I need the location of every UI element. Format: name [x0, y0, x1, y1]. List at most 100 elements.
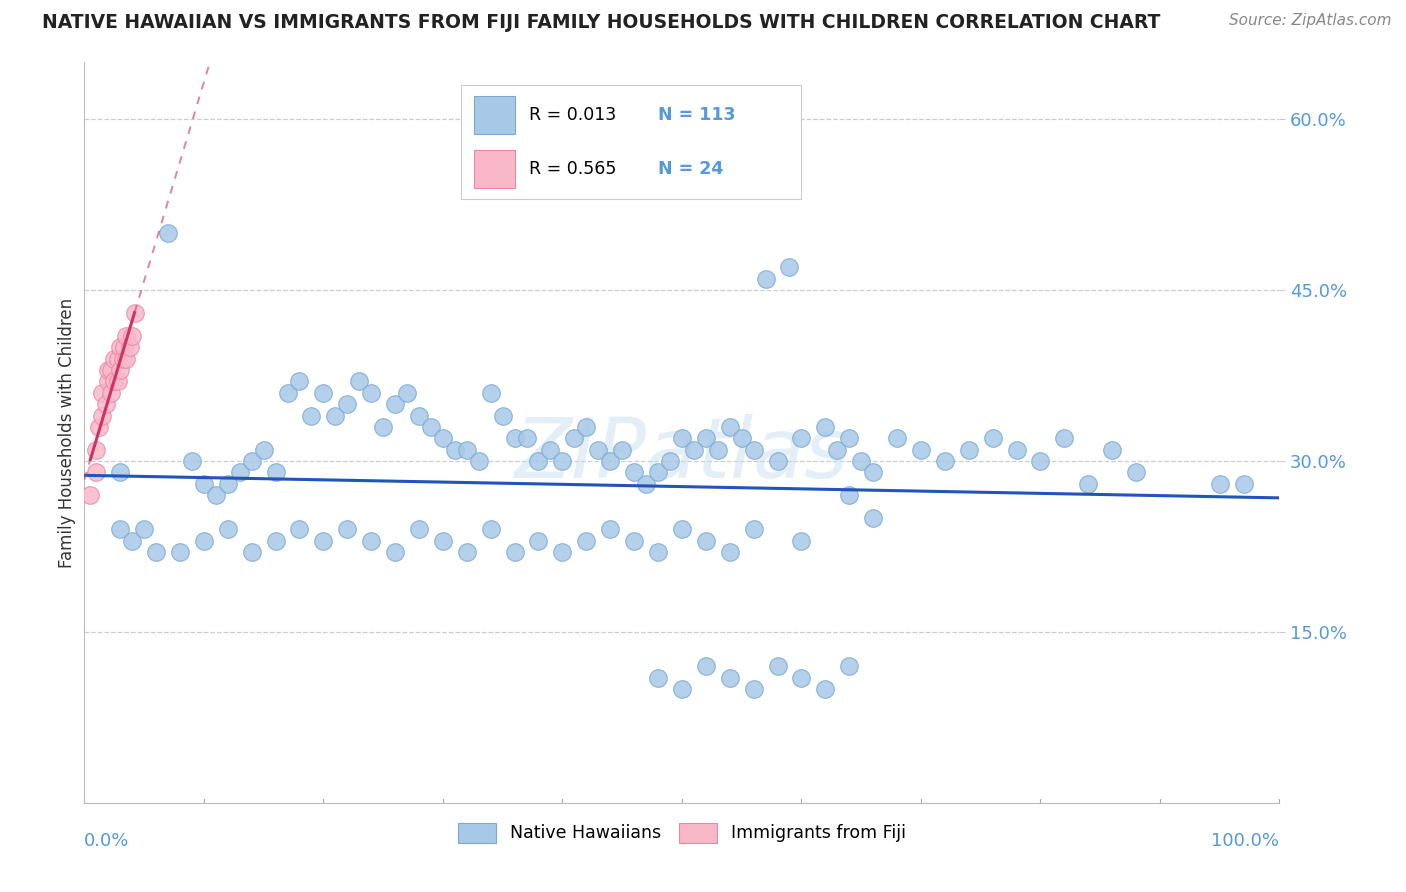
Point [647, 545, 669, 559]
Text: Source: ZipAtlas.com: Source: ZipAtlas.com [1229, 13, 1392, 29]
Point [253, 442, 276, 457]
Point [456, 442, 478, 457]
Point [814, 420, 837, 434]
Point [862, 466, 884, 480]
Point [838, 488, 860, 502]
Point [479, 523, 502, 537]
Point [671, 523, 693, 537]
Point [1125, 466, 1147, 480]
Point [1209, 476, 1232, 491]
Point [516, 431, 538, 445]
Point [217, 523, 239, 537]
Point [1233, 476, 1256, 491]
Point [107, 375, 129, 389]
Point [432, 533, 454, 548]
Point [636, 476, 658, 491]
Point [97, 375, 120, 389]
Point [1053, 431, 1076, 445]
Point [86, 466, 108, 480]
Point [814, 681, 837, 696]
Point [264, 533, 287, 548]
Point [742, 681, 765, 696]
Point [110, 523, 132, 537]
Point [564, 431, 586, 445]
Point [647, 671, 669, 685]
Point [115, 328, 138, 343]
Point [468, 454, 491, 468]
Point [779, 260, 801, 275]
Point [145, 545, 167, 559]
Point [790, 671, 813, 685]
Point [862, 511, 884, 525]
Point [336, 397, 359, 411]
Point [100, 363, 122, 377]
Point [647, 466, 669, 480]
Point [288, 375, 311, 389]
Point [456, 545, 478, 559]
Point [790, 533, 813, 548]
Point [103, 375, 125, 389]
Point [91, 385, 114, 400]
Point [373, 420, 395, 434]
Y-axis label: Family Households with Children: Family Households with Children [58, 298, 76, 567]
Point [420, 420, 443, 434]
Point [408, 523, 430, 537]
Point [100, 385, 122, 400]
Point [599, 454, 621, 468]
Point [718, 671, 741, 685]
Point [742, 523, 765, 537]
Point [1101, 442, 1123, 457]
Point [683, 442, 706, 457]
Point [838, 659, 860, 673]
Point [396, 385, 419, 400]
Point [181, 454, 204, 468]
Legend: Native Hawaiians, Immigrants from Fiji: Native Hawaiians, Immigrants from Fiji [451, 815, 912, 850]
Point [827, 442, 849, 457]
Point [718, 420, 741, 434]
Point [444, 442, 467, 457]
Point [312, 533, 335, 548]
Point [118, 340, 141, 354]
Point [575, 420, 598, 434]
Point [110, 340, 132, 354]
Point [336, 523, 359, 537]
Point [87, 420, 110, 434]
Point [103, 351, 125, 366]
Point [851, 454, 873, 468]
Point [91, 409, 114, 423]
Point [957, 442, 980, 457]
Point [623, 533, 645, 548]
Point [121, 533, 143, 548]
Point [349, 375, 371, 389]
Point [599, 523, 621, 537]
Point [671, 681, 693, 696]
Point [384, 397, 406, 411]
Point [229, 466, 252, 480]
Point [838, 431, 860, 445]
Point [360, 385, 382, 400]
Point [312, 385, 335, 400]
Point [612, 442, 634, 457]
Point [111, 351, 134, 366]
Point [551, 545, 574, 559]
Point [124, 306, 146, 320]
Point [240, 545, 263, 559]
Point [121, 328, 143, 343]
Point [503, 545, 526, 559]
Point [575, 533, 598, 548]
Point [1005, 442, 1028, 457]
Point [910, 442, 932, 457]
Text: ZIPatlas: ZIPatlas [515, 414, 849, 495]
Point [169, 545, 191, 559]
Point [432, 431, 454, 445]
Point [408, 409, 430, 423]
Point [707, 442, 730, 457]
Point [97, 363, 120, 377]
Point [110, 363, 132, 377]
Point [205, 488, 228, 502]
Point [1029, 454, 1052, 468]
Point [217, 476, 239, 491]
Point [107, 351, 129, 366]
Point [112, 340, 135, 354]
Point [934, 454, 956, 468]
